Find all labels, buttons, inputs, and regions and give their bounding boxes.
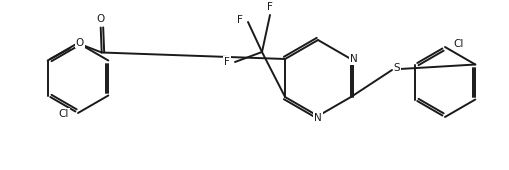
Text: S: S	[393, 63, 400, 73]
Text: F: F	[267, 2, 273, 12]
Text: Cl: Cl	[59, 109, 69, 119]
Text: N: N	[350, 54, 358, 64]
Text: F: F	[237, 15, 243, 25]
Text: O: O	[75, 38, 84, 47]
Text: N: N	[314, 113, 322, 123]
Text: O: O	[97, 13, 105, 23]
Text: Cl: Cl	[453, 39, 463, 49]
Text: F: F	[224, 57, 230, 67]
